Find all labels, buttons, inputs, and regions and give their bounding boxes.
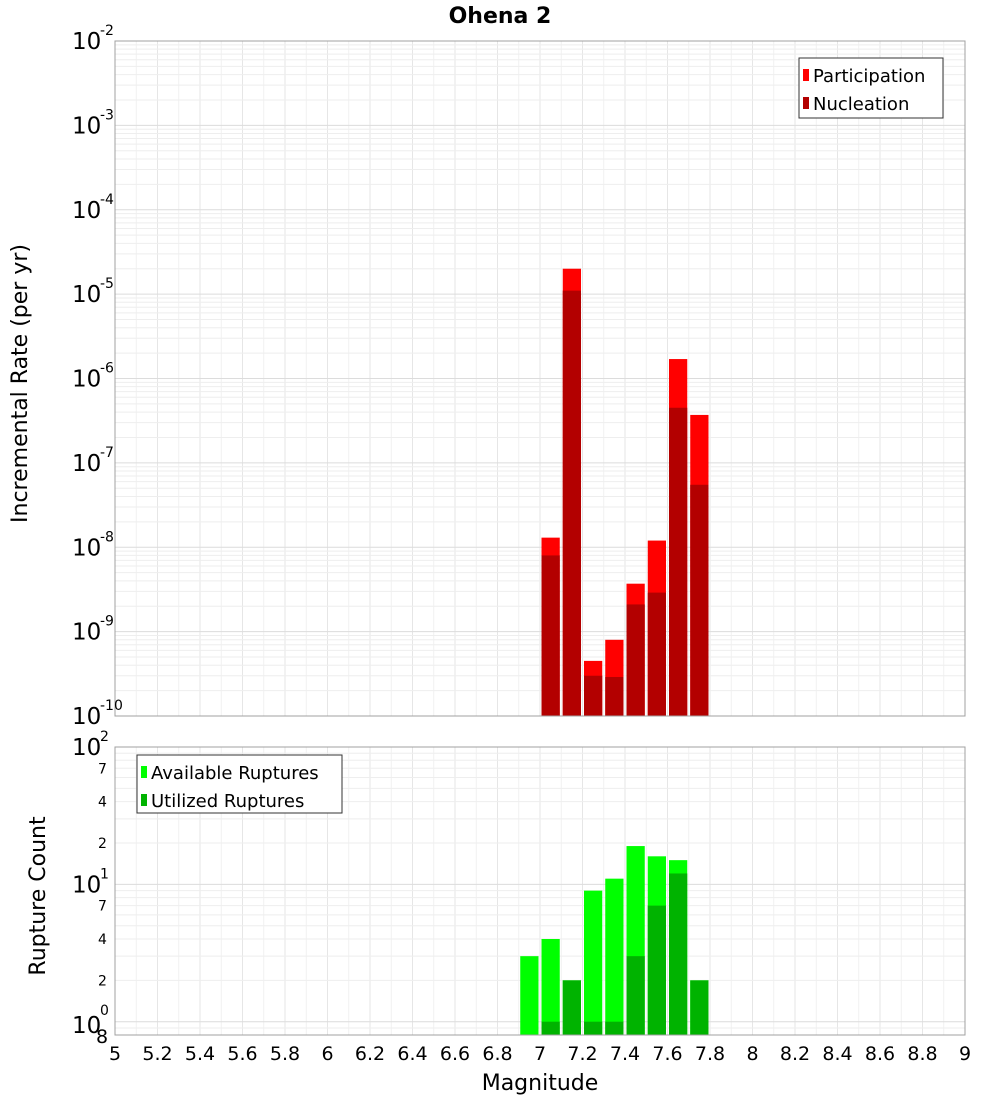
y-tick-label: 10 (72, 198, 101, 224)
x-tick-label: 7.6 (652, 1043, 682, 1065)
y-tick-label: 10 (72, 735, 101, 761)
bar-a (584, 890, 603, 1035)
y-minor-tick-label: 2 (98, 973, 107, 989)
x-tick-label: 5.4 (185, 1043, 215, 1065)
y-tick-exponent: -2 (100, 23, 114, 39)
bar-b (605, 676, 624, 716)
legend-label: Available Ruptures (151, 763, 319, 784)
y-minor-tick-label: 4 (98, 795, 107, 811)
y-tick-exponent: 2 (100, 729, 109, 745)
bar-b (647, 592, 666, 716)
bar-a (520, 956, 539, 1035)
y-tick-label: 10 (72, 113, 101, 139)
y-minor-tick-label: 7 (98, 899, 107, 915)
bar-b (626, 604, 645, 716)
rate-bars (541, 268, 709, 716)
legend-label: Participation (813, 66, 925, 87)
x-tick-label: 8 (746, 1043, 758, 1065)
y-tick-exponent: -3 (100, 107, 114, 123)
y-tick-exponent: -6 (100, 361, 114, 377)
x-tick-label: 6.2 (355, 1043, 385, 1065)
legend-label: Utilized Ruptures (151, 791, 304, 812)
rate-y-axis-label: Incremental Rate (per yr) (8, 244, 33, 523)
y-tick-label: 10 (72, 282, 101, 308)
legend-swatch (141, 766, 147, 778)
rate-panel: 10-210-310-410-510-610-710-810-910-10 In… (8, 23, 966, 730)
y-minor-tick-label: 4 (98, 932, 107, 948)
x-tick-label: 5.6 (227, 1043, 257, 1065)
y-tick-label: 10 (72, 1013, 101, 1039)
y-minor-tick-label: 7 (98, 761, 107, 777)
y-tick-label: 10 (72, 704, 101, 730)
x-tick-label: 8.8 (907, 1043, 937, 1065)
bar-b (584, 1021, 603, 1035)
y-tick-label: 10 (72, 367, 101, 393)
bar-b (562, 980, 581, 1035)
rate-grid (114, 40, 966, 717)
rate-y-ticks: 10-210-310-410-510-610-710-810-910-10 (72, 23, 123, 730)
rate-legend: Participation Nucleation (798, 57, 944, 119)
bar-a (541, 939, 560, 1035)
count-bars (520, 846, 709, 1035)
x-tick-label: 7.8 (695, 1043, 725, 1065)
bar-b (690, 980, 709, 1035)
bar-b (626, 956, 645, 1035)
y-tick-exponent: -4 (100, 192, 114, 208)
x-tick-label: 6.4 (397, 1043, 427, 1065)
y-tick-exponent: -7 (100, 445, 114, 461)
legend-swatch (141, 794, 147, 806)
bar-b (669, 407, 688, 716)
x-tick-label: 5 (109, 1043, 121, 1065)
rate-plot-frame (114, 40, 966, 717)
legend-swatch (803, 97, 809, 109)
x-tick-label: 8.4 (822, 1043, 852, 1065)
y-minor-tick-label: 8 (96, 1026, 108, 1048)
bar-a (605, 878, 624, 1035)
x-tick-label: 6.6 (440, 1043, 470, 1065)
bar-b (562, 290, 581, 716)
bar-b (690, 484, 709, 716)
x-tick-label: 7.2 (567, 1043, 597, 1065)
x-tick-label: 8.2 (780, 1043, 810, 1065)
legend-label: Nucleation (813, 94, 909, 115)
count-legend: Available Ruptures Utilized Ruptures (136, 754, 343, 814)
x-tick-label: 6 (321, 1043, 333, 1065)
y-minor-tick-label: 2 (98, 836, 107, 852)
x-axis-label: Magnitude (482, 1071, 599, 1096)
chart-title: Ohena 2 (449, 4, 552, 29)
bar-b (541, 555, 560, 716)
y-tick-label: 10 (72, 620, 101, 646)
count-y-axis-label: Rupture Count (26, 816, 51, 976)
y-tick-exponent: -10 (100, 698, 123, 714)
x-tick-label: 7 (534, 1043, 546, 1065)
y-tick-label: 10 (72, 451, 101, 477)
y-tick-exponent: 1 (100, 866, 109, 882)
x-tick-label: 8.6 (865, 1043, 895, 1065)
y-tick-exponent: -9 (100, 614, 114, 630)
bar-b (584, 675, 603, 716)
legend-box (798, 57, 944, 119)
magnitude-x-ticks: 5 5.2 5.4 5.6 5.8 6 6.2 6.4 6.6 6.8 7 7.2 7.4 7.6 7.8 8… (109, 1043, 971, 1065)
count-plot-frame (114, 746, 966, 1036)
y-tick-exponent: -5 (100, 276, 114, 292)
y-tick-exponent: 0 (100, 1003, 109, 1019)
bar-b (541, 1021, 560, 1035)
x-tick-label: 9 (959, 1043, 971, 1065)
legend-swatch (803, 69, 809, 81)
bar-b (669, 873, 688, 1035)
bar-b (605, 1021, 624, 1035)
x-tick-label: 7.4 (610, 1043, 640, 1065)
y-tick-label: 10 (72, 535, 101, 561)
y-tick-label: 10 (72, 29, 101, 55)
x-tick-label: 5.8 (270, 1043, 300, 1065)
bar-b (647, 905, 666, 1035)
x-tick-label: 6.8 (482, 1043, 512, 1065)
y-tick-label: 10 (72, 872, 101, 898)
y-tick-exponent: -8 (100, 529, 114, 545)
x-tick-label: 5.2 (142, 1043, 172, 1065)
legend-box (136, 754, 343, 814)
